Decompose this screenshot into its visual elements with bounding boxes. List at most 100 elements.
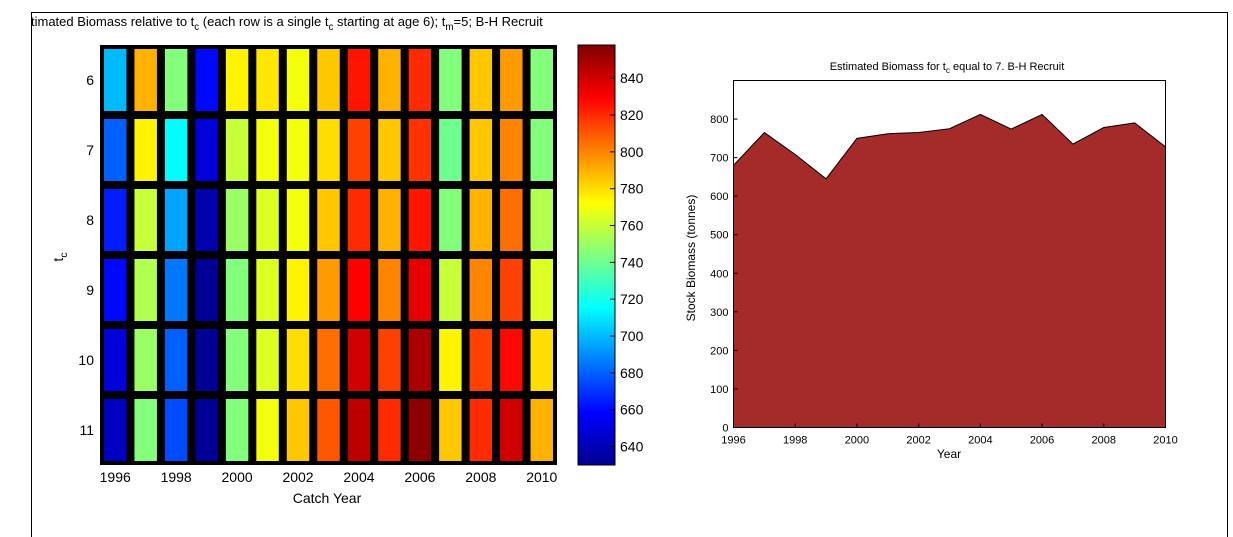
heatmap-x-tick-label: 2006 [404, 469, 435, 485]
heatmap-x-tick-label: 2000 [222, 469, 253, 485]
colorbar-ticks: 640 660 680 700 720 740 760 780 800 820 840 [610, 70, 644, 455]
heatmap-plot-area [100, 45, 557, 465]
heatmap-y-axis-label: tc [50, 252, 70, 261]
heatmap-chart: 1996 1998 2000 2002 2004 2006 2008 2010 6 7 8 9 10 1… [50, 45, 558, 506]
heatmap-cell [104, 399, 127, 461]
area-y-tick-label: 600 [710, 191, 728, 203]
heatmap-cell [286, 329, 310, 391]
heatmap-cell [347, 119, 371, 181]
heatmap-x-tick-label: 2004 [343, 469, 374, 485]
heatmap-cell [378, 329, 401, 391]
heatmap-cell [195, 329, 218, 391]
area-x-tick-label: 2008 [1092, 435, 1116, 447]
heatmap-cell [164, 329, 188, 391]
area-y-tick-label: 200 [710, 345, 728, 357]
heatmap-cell [164, 189, 188, 251]
heatmap-cell [225, 329, 249, 391]
heatmap-cell [317, 189, 340, 251]
heatmap-cell [500, 49, 523, 111]
heatmap-x-tick-label: 2002 [282, 469, 313, 485]
colorbar-tick-label: 660 [620, 402, 644, 418]
heatmap-y-tick-label: 9 [86, 282, 94, 298]
area-chart-title: Estimated Biomass for tc equal to 7. B-H… [830, 61, 1065, 75]
heatmap-cell [134, 329, 157, 391]
heatmap-cell [439, 49, 462, 111]
heatmap-cell [347, 399, 371, 461]
heatmap-x-tick-label: 2008 [465, 469, 496, 485]
heatmap-cell [104, 259, 127, 321]
area-chart: Estimated Biomass for tc equal to 7. B-H… [684, 61, 1178, 461]
heatmap-cell [225, 259, 249, 321]
heatmap-cell [530, 329, 553, 391]
heatmap-cell [500, 119, 523, 181]
heatmap-cell [439, 329, 462, 391]
area-y-tick-label: 700 [710, 153, 728, 165]
heatmap-cell [225, 119, 249, 181]
heatmap-cell [164, 119, 188, 181]
heatmap-cell [439, 259, 462, 321]
heatmap-cell [286, 189, 310, 251]
area-x-tick-label: 2010 [1153, 435, 1177, 447]
heatmap-cell [378, 399, 401, 461]
heatmap-cell [225, 49, 249, 111]
heatmap-cell [408, 119, 432, 181]
heatmap-cell [469, 189, 493, 251]
area-x-ticks: 1996 1998 2000 2002 2004 2006 2008 2010 [721, 423, 1178, 447]
heatmap-cell [134, 49, 157, 111]
heatmap-cell [469, 399, 493, 461]
heatmap-y-tick-label: 6 [86, 72, 94, 88]
heatmap-cell [164, 259, 188, 321]
heatmap-cell [469, 49, 493, 111]
heatmap-cell [256, 329, 279, 391]
heatmap-x-ticks: 1996 1998 2000 2002 2004 2006 2008 2010 [100, 469, 558, 485]
heatmap-x-tick-label: 2010 [526, 469, 557, 485]
heatmap-cell [256, 399, 279, 461]
heatmap-cell [347, 189, 371, 251]
area-series-fill [733, 113, 1166, 428]
heatmap-y-tick-label: 8 [86, 212, 94, 228]
heatmap-cell [104, 49, 127, 111]
heatmap-cell [408, 399, 432, 461]
heatmap-cell [195, 189, 218, 251]
heatmap-cell [500, 189, 523, 251]
heatmap-cell [134, 189, 157, 251]
colorbar-tick-label: 780 [620, 181, 644, 197]
colorbar: 640 660 680 700 720 740 760 780 800 820 840 [577, 44, 644, 466]
area-x-tick-label: 2000 [845, 435, 869, 447]
heatmap-cell [500, 329, 523, 391]
area-y-axis-label: Stock Biomass (tonnes) [684, 195, 698, 322]
area-y-tick-label: 100 [710, 384, 728, 396]
heatmap-x-axis-label: Catch Year [293, 490, 362, 506]
area-x-tick-label: 2002 [906, 435, 930, 447]
figure-border [31, 12, 1228, 537]
heatmap-cell [408, 189, 432, 251]
heatmap-cell [347, 329, 371, 391]
heatmap-cell [347, 49, 371, 111]
heatmap-cell [500, 399, 523, 461]
area-x-tick-label: 1996 [721, 435, 745, 447]
heatmap-y-ticks: 6 7 8 9 10 11 [78, 72, 94, 438]
heatmap-cell [134, 259, 157, 321]
heatmap-cell [134, 399, 157, 461]
area-x-tick-label: 2006 [1030, 435, 1054, 447]
heatmap-cell [104, 329, 127, 391]
heatmap-x-tick-label: 1998 [161, 469, 192, 485]
figure-title: timated Biomass relative to tc (each row… [31, 14, 543, 33]
heatmap-cell [134, 119, 157, 181]
heatmap-y-tick-label: 7 [86, 142, 94, 158]
area-y-tick-label: 300 [710, 307, 728, 319]
heatmap-cell [439, 399, 462, 461]
heatmap-cell [317, 399, 340, 461]
heatmap-cell [195, 399, 218, 461]
area-y-tick-label: 500 [710, 230, 728, 242]
area-plot-frame [733, 80, 1166, 428]
heatmap-cell [408, 329, 432, 391]
heatmap-cell [256, 259, 279, 321]
area-y-tick-label: 400 [710, 268, 728, 280]
heatmap-cell [469, 119, 493, 181]
colorbar-tick-label: 640 [620, 439, 644, 455]
heatmap-cell [317, 259, 340, 321]
heatmap-cell [256, 119, 279, 181]
heatmap-cell [317, 49, 340, 111]
